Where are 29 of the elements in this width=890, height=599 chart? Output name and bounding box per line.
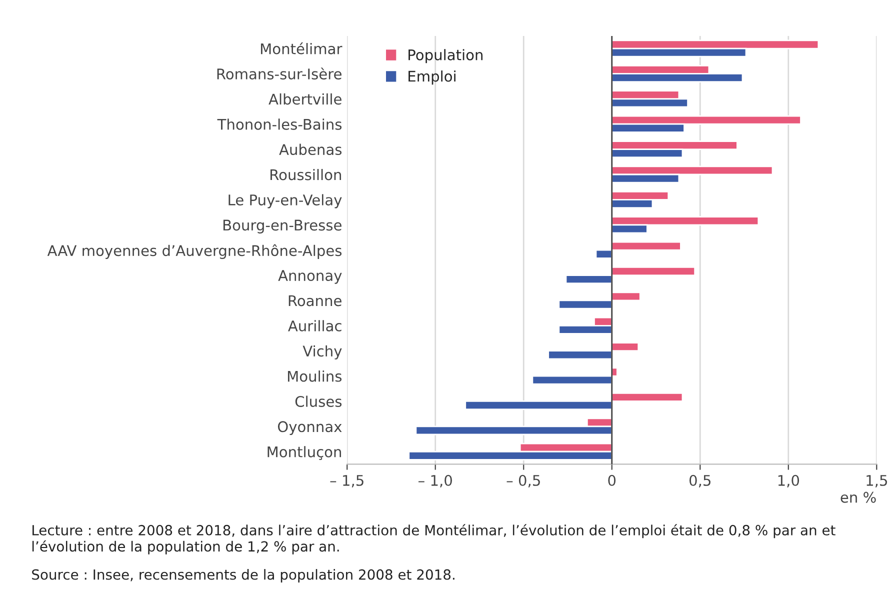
x-tick-label: – 1,5 xyxy=(330,475,364,488)
y-tick-label: Albertville xyxy=(268,93,342,105)
legend-label: Emploi xyxy=(408,70,456,85)
source-note: Source : Insee, recensements de la population 2008 et 2018. xyxy=(32,569,454,582)
y-tick-label: Oyonnax xyxy=(278,421,342,436)
y-tick-label: Roussillon xyxy=(270,168,342,180)
y-tick-label: Montluçon xyxy=(268,446,341,460)
y-tick-label: Cluses xyxy=(295,396,342,407)
x-tick-label: 0 xyxy=(608,474,616,486)
legend-label: Population xyxy=(408,49,482,64)
y-tick-label: Annonay xyxy=(278,270,342,284)
x-tick-label: – 0,5 xyxy=(506,474,540,488)
y-tick-label: Bourg-en-Bresse xyxy=(223,220,342,234)
y-tick-label: Thonon-les-Bains xyxy=(217,118,342,130)
x-tick-label: 1,0 xyxy=(778,474,800,488)
x-tick-label: 0,5 xyxy=(690,474,710,488)
x-tick-label: – 1,0 xyxy=(418,474,452,488)
y-tick-label: Le Puy-en-Velay xyxy=(228,194,342,208)
y-tick-label: Moulins xyxy=(288,370,342,382)
y-tick-label: Romans-sur-Isère xyxy=(217,68,342,80)
y-tick-label: Roanne xyxy=(288,295,342,306)
y-tick-label: Montélimar xyxy=(260,42,342,54)
text: Lecture : entre 2008 et 2018, dans l’aire d’attraction de Montélimar, l’évolution de l’emploi était de 0,8 % par an et l’évolution de la population de 1,2 % par an. xyxy=(32,524,836,554)
x-tick-label: 1,5 xyxy=(866,475,887,488)
y-tick-label: Aubenas xyxy=(279,144,342,156)
y-tick-label: Aurillac xyxy=(288,320,342,332)
x-axis-title: en % xyxy=(840,492,876,503)
y-tick-label: AAV moyennes d’Auvergne-Rhône-Alpes xyxy=(47,244,342,259)
y-tick-label: Vichy xyxy=(302,345,342,360)
